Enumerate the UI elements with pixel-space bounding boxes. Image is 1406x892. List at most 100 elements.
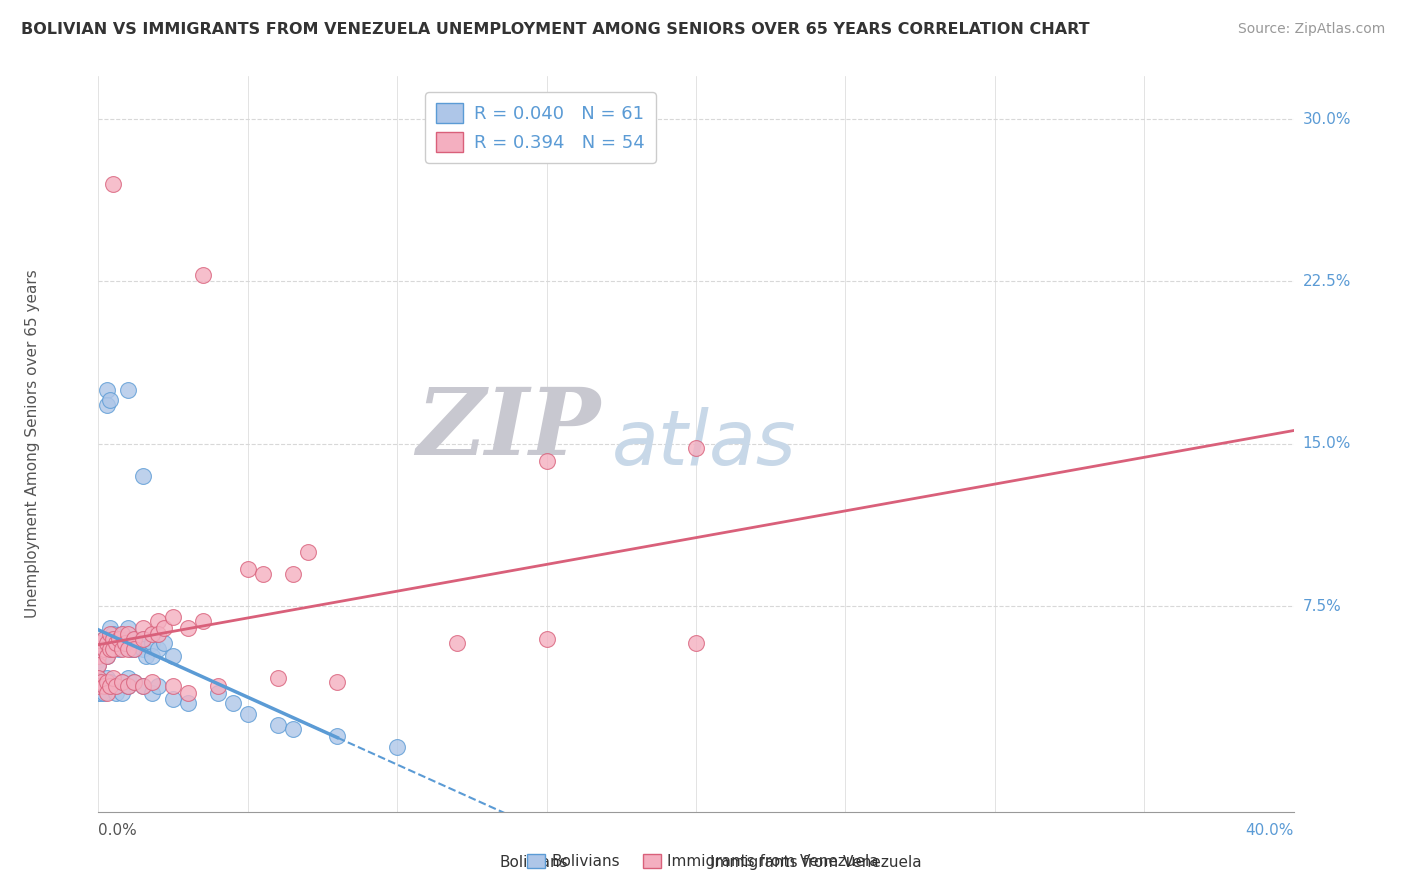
Point xyxy=(326,674,349,689)
Point xyxy=(105,636,128,650)
Point xyxy=(93,674,115,689)
Point xyxy=(132,632,155,646)
Point xyxy=(96,671,118,685)
Point xyxy=(536,454,558,468)
Point xyxy=(141,636,163,650)
Point xyxy=(162,692,184,706)
Point xyxy=(117,679,139,693)
Text: 22.5%: 22.5% xyxy=(1302,274,1351,289)
Point xyxy=(124,674,146,689)
Point xyxy=(536,632,558,646)
Point xyxy=(132,642,155,657)
Point xyxy=(124,642,146,657)
Point xyxy=(148,627,170,641)
Point xyxy=(96,648,118,663)
Point xyxy=(96,398,118,412)
Point xyxy=(90,686,112,700)
Point xyxy=(385,739,409,754)
Point xyxy=(93,642,115,657)
Point xyxy=(96,636,118,650)
Point xyxy=(162,648,184,663)
Point xyxy=(114,632,136,646)
Point xyxy=(153,621,176,635)
Point xyxy=(90,674,112,689)
Point xyxy=(127,636,149,650)
Point xyxy=(87,686,110,700)
Point xyxy=(111,686,134,700)
Text: 15.0%: 15.0% xyxy=(1302,436,1351,451)
Point xyxy=(96,383,118,397)
Point xyxy=(98,642,122,657)
Point xyxy=(267,718,290,732)
Text: 40.0%: 40.0% xyxy=(1246,822,1294,838)
Point xyxy=(135,648,157,663)
Point xyxy=(141,674,163,689)
Point xyxy=(98,621,122,635)
Point xyxy=(87,648,110,663)
Text: BOLIVIAN VS IMMIGRANTS FROM VENEZUELA UNEMPLOYMENT AMONG SENIORS OVER 65 YEARS C: BOLIVIAN VS IMMIGRANTS FROM VENEZUELA UN… xyxy=(21,22,1090,37)
Point xyxy=(87,671,110,685)
Point xyxy=(117,627,139,641)
Point xyxy=(103,642,125,657)
Point xyxy=(267,671,290,685)
Point xyxy=(98,674,122,689)
Point xyxy=(252,566,274,581)
Point xyxy=(132,469,155,483)
Point xyxy=(105,686,128,700)
Legend: R = 0.040   N = 61, R = 0.394   N = 54: R = 0.040 N = 61, R = 0.394 N = 54 xyxy=(426,92,655,162)
Point xyxy=(96,674,118,689)
Point xyxy=(111,627,134,641)
Point xyxy=(103,627,125,641)
Point xyxy=(103,642,125,657)
Point xyxy=(111,627,134,641)
Point xyxy=(96,679,118,693)
Text: atlas: atlas xyxy=(613,407,797,481)
Point xyxy=(148,642,170,657)
Point xyxy=(132,621,155,635)
Point xyxy=(96,636,118,650)
Point xyxy=(117,679,139,693)
Point xyxy=(236,562,259,576)
Point xyxy=(148,614,170,628)
Point xyxy=(98,679,122,693)
Text: Source: ZipAtlas.com: Source: ZipAtlas.com xyxy=(1237,22,1385,37)
Point xyxy=(124,632,146,646)
Point xyxy=(87,653,110,667)
Point xyxy=(177,621,200,635)
Point xyxy=(93,686,115,700)
Point xyxy=(87,657,110,672)
Point xyxy=(162,610,184,624)
Point xyxy=(297,545,319,559)
Point xyxy=(98,393,122,408)
Point xyxy=(162,679,184,693)
Point xyxy=(132,679,155,693)
Point xyxy=(117,671,139,685)
Point xyxy=(222,697,245,711)
Point xyxy=(103,671,125,685)
Point xyxy=(117,642,139,657)
Point xyxy=(108,642,131,657)
Text: 0.0%: 0.0% xyxy=(98,822,138,838)
Point xyxy=(141,627,163,641)
Point xyxy=(132,632,155,646)
Point xyxy=(191,614,214,628)
Point xyxy=(141,686,163,700)
Point xyxy=(446,636,468,650)
Text: 30.0%: 30.0% xyxy=(1302,112,1351,127)
Point xyxy=(114,636,136,650)
Point xyxy=(124,642,146,657)
Point xyxy=(87,671,110,685)
Point xyxy=(132,679,155,693)
Point xyxy=(103,679,125,693)
Point xyxy=(281,566,304,581)
Point xyxy=(87,657,110,672)
Point xyxy=(93,632,115,646)
Point xyxy=(326,729,349,743)
Point xyxy=(103,632,125,646)
Point xyxy=(96,648,118,663)
Point xyxy=(96,686,118,700)
Point xyxy=(93,679,115,693)
Point xyxy=(148,679,170,693)
Point xyxy=(117,632,139,646)
Point xyxy=(141,648,163,663)
